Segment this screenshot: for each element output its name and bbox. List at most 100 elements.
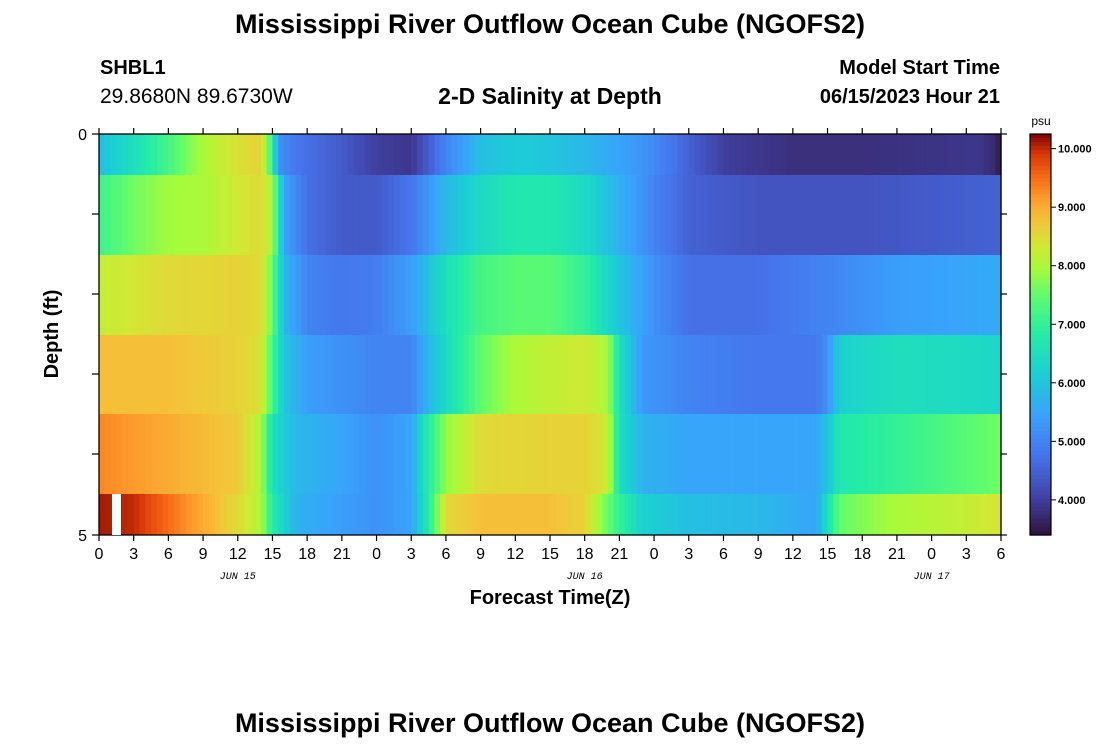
heatmap-cell bbox=[307, 494, 314, 535]
heatmap-cell bbox=[613, 414, 620, 494]
heatmap-cell bbox=[966, 494, 973, 535]
x-tick-label: 9 bbox=[199, 546, 208, 563]
heatmap-cell bbox=[902, 335, 910, 414]
heatmap-cell bbox=[318, 175, 326, 255]
heatmap-cell bbox=[203, 414, 210, 494]
heatmap-cell bbox=[393, 134, 401, 175]
colorbar-swatch bbox=[1030, 266, 1051, 271]
heatmap-cell bbox=[116, 335, 123, 414]
heatmap-cell bbox=[272, 494, 279, 535]
heatmap-cell bbox=[376, 175, 383, 255]
heatmap-cell bbox=[139, 134, 146, 175]
heatmap-cell bbox=[914, 494, 921, 535]
heatmap-cell bbox=[515, 255, 522, 335]
colorbar-swatch bbox=[1030, 210, 1051, 215]
heatmap-cell bbox=[237, 134, 245, 175]
heatmap-cell bbox=[665, 175, 673, 255]
y-tick-label: 0 bbox=[78, 127, 87, 144]
heatmap-cell bbox=[156, 134, 164, 175]
heatmap-cell bbox=[763, 414, 771, 494]
heatmap-cell bbox=[226, 175, 233, 255]
heatmap-cell bbox=[850, 175, 858, 255]
heatmap-cell bbox=[191, 134, 198, 175]
heatmap-cell bbox=[278, 414, 285, 494]
heatmap-cell bbox=[827, 414, 834, 494]
heatmap-cell bbox=[659, 414, 667, 494]
heatmap-cell bbox=[937, 134, 944, 175]
heatmap-cell bbox=[434, 134, 441, 175]
heatmap-cell bbox=[364, 414, 372, 494]
heatmap-cell bbox=[821, 335, 829, 414]
heatmap-cell bbox=[654, 134, 661, 175]
heatmap-cell bbox=[376, 494, 383, 535]
heatmap-cell bbox=[573, 134, 580, 175]
heatmap-cell bbox=[341, 414, 349, 494]
x-axis-label: Forecast Time(Z) bbox=[470, 587, 631, 609]
heatmap-cell bbox=[503, 175, 511, 255]
heatmap-cell bbox=[555, 175, 563, 255]
heatmap-cell bbox=[902, 175, 910, 255]
heatmap-cell bbox=[954, 414, 962, 494]
heatmap-cell bbox=[873, 414, 881, 494]
heatmap-cell bbox=[706, 335, 713, 414]
heatmap-cell bbox=[203, 255, 210, 335]
heatmap-cell bbox=[625, 414, 632, 494]
heatmap-cell bbox=[995, 414, 1002, 494]
heatmap-cell bbox=[434, 175, 441, 255]
heatmap-cell bbox=[821, 255, 829, 335]
heatmap-cell bbox=[989, 175, 996, 255]
heatmap-cell bbox=[607, 175, 615, 255]
heatmap-cell bbox=[197, 335, 204, 414]
heatmap-cell bbox=[827, 175, 834, 255]
heatmap-cell bbox=[318, 255, 326, 335]
heatmap-cell bbox=[497, 175, 505, 255]
heatmap-cell bbox=[815, 414, 823, 494]
heatmap-cell bbox=[127, 175, 135, 255]
heatmap-cell bbox=[208, 335, 216, 414]
heatmap-cell bbox=[833, 134, 840, 175]
colorbar-tick-label: 5.000 bbox=[1058, 436, 1086, 448]
heatmap-cell bbox=[607, 134, 615, 175]
heatmap-cell bbox=[868, 134, 875, 175]
heatmap-cell bbox=[607, 414, 615, 494]
heatmap-cell bbox=[220, 255, 227, 335]
heatmap-cell bbox=[798, 175, 806, 255]
heatmap-cell bbox=[127, 494, 135, 535]
x-tick-label: 18 bbox=[853, 546, 871, 563]
heatmap-cell bbox=[931, 134, 938, 175]
heatmap-cell bbox=[578, 134, 586, 175]
heatmap-cell bbox=[781, 175, 788, 255]
heatmap-cell bbox=[642, 414, 649, 494]
heatmap-cell bbox=[145, 255, 152, 335]
day-label: JUN 15 bbox=[220, 572, 256, 583]
colorbar-swatch bbox=[1030, 338, 1051, 344]
heatmap-cell bbox=[440, 175, 447, 255]
heatmap-cell bbox=[954, 494, 962, 535]
heatmap-cell bbox=[191, 414, 198, 494]
heatmap-cell bbox=[630, 134, 638, 175]
heatmap-cell bbox=[445, 414, 453, 494]
heatmap-cell bbox=[336, 414, 343, 494]
heatmap-cell bbox=[445, 255, 453, 335]
heatmap-cell bbox=[920, 134, 927, 175]
colorbar-swatch bbox=[1030, 442, 1051, 448]
heatmap-cell bbox=[752, 494, 759, 535]
axis-ticks: 0 3 6 9 12 15 18 21 0 3 6 9 12 15 18 21 0 3 6 9 12 15 18 21 0 3 6 J… bbox=[78, 127, 1007, 583]
heatmap-cell bbox=[162, 414, 169, 494]
heatmap-cell bbox=[642, 335, 649, 414]
heatmap-cell bbox=[868, 335, 875, 414]
heatmap-cell bbox=[682, 414, 690, 494]
heatmap-cell bbox=[428, 134, 435, 175]
heatmap-cell bbox=[792, 175, 800, 255]
heatmap-cell bbox=[341, 255, 349, 335]
heatmap-cell bbox=[220, 134, 227, 175]
heatmap-cell bbox=[515, 414, 522, 494]
heatmap-cell bbox=[324, 414, 331, 494]
heatmap-cell bbox=[700, 255, 707, 335]
heatmap-cell bbox=[630, 255, 638, 335]
heatmap-cell bbox=[781, 134, 788, 175]
heatmap-cell bbox=[509, 255, 516, 335]
heatmap-cell bbox=[954, 335, 962, 414]
heatmap-cell bbox=[284, 255, 291, 335]
heatmap-cell bbox=[659, 494, 667, 535]
